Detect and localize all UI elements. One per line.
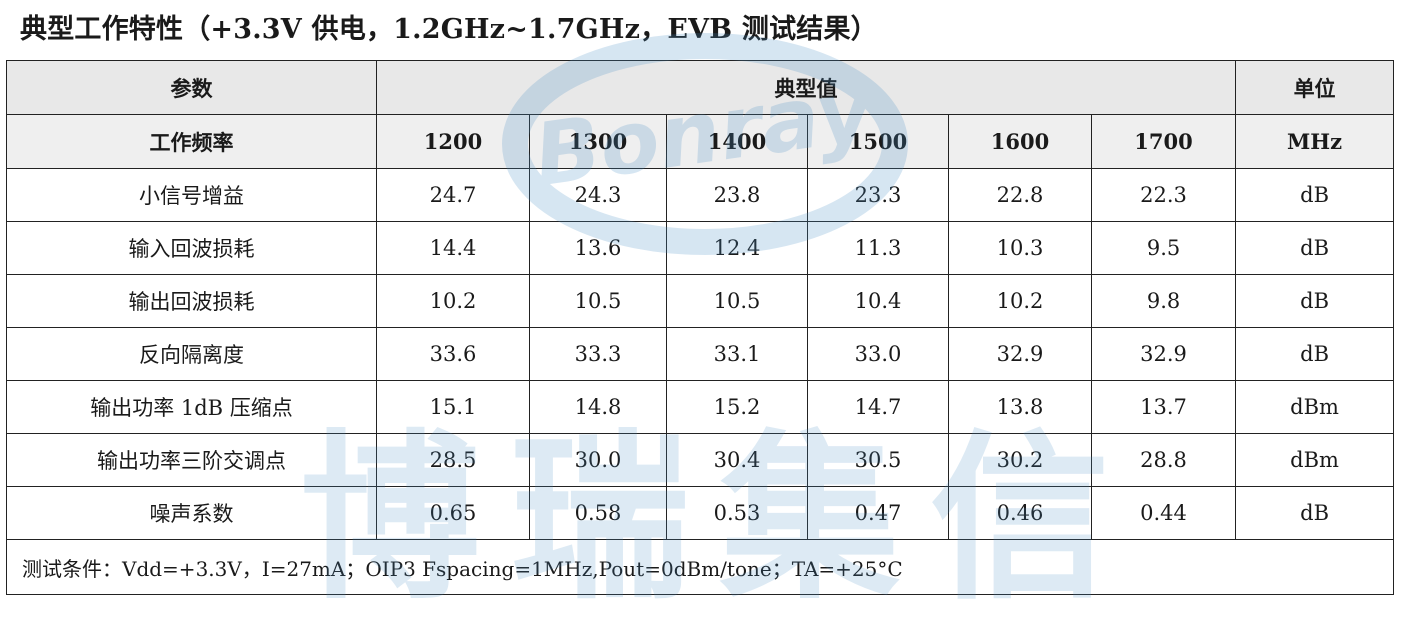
unit-cell: dB: [1235, 221, 1395, 275]
value-cell: 9.8: [1090, 274, 1237, 328]
value-cell: 24.3: [529, 168, 667, 222]
freq-unit: MHz: [1235, 114, 1395, 169]
value-cell: 24.7: [376, 168, 530, 222]
value-cell: 23.8: [666, 168, 808, 222]
unit-cell: dBm: [1235, 433, 1395, 487]
unit-cell: dB: [1235, 274, 1395, 328]
freq-value: 1700: [1090, 114, 1237, 169]
value-cell: 14.7: [807, 380, 949, 434]
test-conditions: 测试条件：Vdd=+3.3V，I=27mA；OIP3 Fspacing=1MHz…: [5, 539, 1395, 595]
value-cell: 15.1: [376, 380, 530, 434]
table-row: 输出功率三阶交调点 28.5 30.0 30.4 30.5 30.2 28.8 dBm: [6, 433, 1395, 487]
value-cell: 28.8: [1090, 433, 1237, 487]
freq-value: 1500: [807, 114, 949, 169]
value-cell: 23.3: [807, 168, 949, 222]
value-cell: 30.2: [948, 433, 1092, 487]
value-cell: 12.4: [666, 221, 808, 275]
table-row: 输入回波损耗 14.4 13.6 12.4 11.3 10.3 9.5 dB: [6, 221, 1395, 275]
header-typical: 典型值: [375, 60, 1237, 115]
unit-cell: dBm: [1235, 380, 1395, 434]
value-cell: 22.8: [948, 168, 1092, 222]
value-cell: 11.3: [807, 221, 949, 275]
test-conditions-row: 测试条件：Vdd=+3.3V，I=27mA；OIP3 Fspacing=1MHz…: [5, 539, 1395, 595]
value-cell: 10.4: [807, 274, 949, 328]
table-row: 输出功率 1dB 压缩点 15.1 14.8 15.2 14.7 13.8 13.7 dBm: [6, 380, 1395, 434]
value-cell: 10.2: [948, 274, 1092, 328]
value-cell: 30.0: [529, 433, 667, 487]
value-cell: 33.6: [376, 327, 530, 381]
table-row: 小信号增益 24.7 24.3 23.8 23.3 22.8 22.3 dB: [6, 168, 1395, 222]
parameter-label: 噪声系数: [6, 486, 377, 540]
header-row: 参数 典型值 单位: [6, 60, 1395, 115]
parameter-label: 输出功率 1dB 压缩点: [6, 380, 377, 434]
freq-label: 工作频率: [6, 114, 377, 169]
value-cell: 33.0: [807, 327, 949, 381]
value-cell: 10.5: [666, 274, 808, 328]
value-cell: 32.9: [948, 327, 1092, 381]
unit-cell: dB: [1235, 168, 1395, 222]
value-cell: 10.3: [948, 221, 1092, 275]
unit-cell: dB: [1235, 486, 1395, 540]
parameter-label: 反向隔离度: [6, 327, 377, 381]
value-cell: 13.8: [948, 380, 1092, 434]
parameter-label: 输入回波损耗: [6, 221, 377, 275]
value-cell: 33.3: [529, 327, 667, 381]
value-cell: 13.7: [1090, 380, 1237, 434]
value-cell: 0.65: [376, 486, 530, 540]
table-row: 噪声系数 0.65 0.58 0.53 0.47 0.46 0.44 dB: [6, 486, 1395, 540]
page-title: 典型工作特性（+3.3V 供电，1.2GHz~1.7GHz，EVB 测试结果）: [20, 14, 878, 45]
header-param: 参数: [6, 60, 377, 115]
value-cell: 9.5: [1090, 221, 1237, 275]
freq-value: 1200: [376, 114, 530, 169]
value-cell: 10.5: [529, 274, 667, 328]
parameter-label: 输出回波损耗: [6, 274, 377, 328]
value-cell: 33.1: [666, 327, 808, 381]
unit-cell: dB: [1235, 327, 1395, 381]
value-cell: 15.2: [666, 380, 808, 434]
value-cell: 32.9: [1090, 327, 1237, 381]
table-row: 反向隔离度 33.6 33.3 33.1 33.0 32.9 32.9 dB: [6, 327, 1395, 381]
value-cell: 0.46: [948, 486, 1092, 540]
table-row: 输出回波损耗 10.2 10.5 10.5 10.4 10.2 9.8 dB: [6, 274, 1395, 328]
header-unit: 单位: [1235, 60, 1395, 115]
freq-value: 1300: [529, 114, 667, 169]
value-cell: 0.47: [807, 486, 949, 540]
value-cell: 14.8: [529, 380, 667, 434]
value-cell: 10.2: [376, 274, 530, 328]
value-cell: 30.4: [666, 433, 808, 487]
value-cell: 13.6: [529, 221, 667, 275]
value-cell: 30.5: [807, 433, 949, 487]
parameter-label: 小信号增益: [6, 168, 377, 222]
spec-table: 参数 典型值 单位 工作频率 1200 1300 1400 1500 1600 …: [5, 60, 1395, 595]
parameter-label: 输出功率三阶交调点: [6, 433, 377, 487]
freq-value: 1400: [666, 114, 808, 169]
value-cell: 0.58: [529, 486, 667, 540]
value-cell: 28.5: [376, 433, 530, 487]
freq-value: 1600: [948, 114, 1092, 169]
value-cell: 0.53: [666, 486, 808, 540]
value-cell: 22.3: [1090, 168, 1237, 222]
value-cell: 0.44: [1090, 486, 1237, 540]
freq-row: 工作频率 1200 1300 1400 1500 1600 1700 MHz: [6, 114, 1395, 169]
value-cell: 14.4: [376, 221, 530, 275]
